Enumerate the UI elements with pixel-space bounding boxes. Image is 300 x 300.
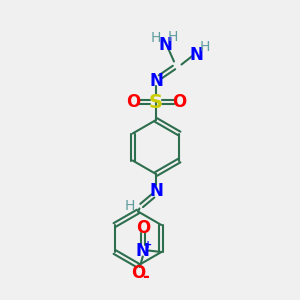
Text: H: H [167,30,178,44]
Text: N: N [149,72,163,90]
Text: H: H [125,199,135,212]
Text: +: + [144,240,152,250]
Text: H: H [200,40,210,54]
Text: O: O [136,219,150,237]
Text: O: O [172,93,186,111]
Text: N: N [136,242,150,260]
Text: N: N [190,46,203,64]
Text: -: - [142,268,149,286]
Text: O: O [126,93,140,111]
Text: N: N [158,36,172,54]
Text: N: N [149,182,163,200]
Text: H: H [150,32,161,45]
Text: S: S [149,92,163,112]
Text: O: O [131,264,146,282]
